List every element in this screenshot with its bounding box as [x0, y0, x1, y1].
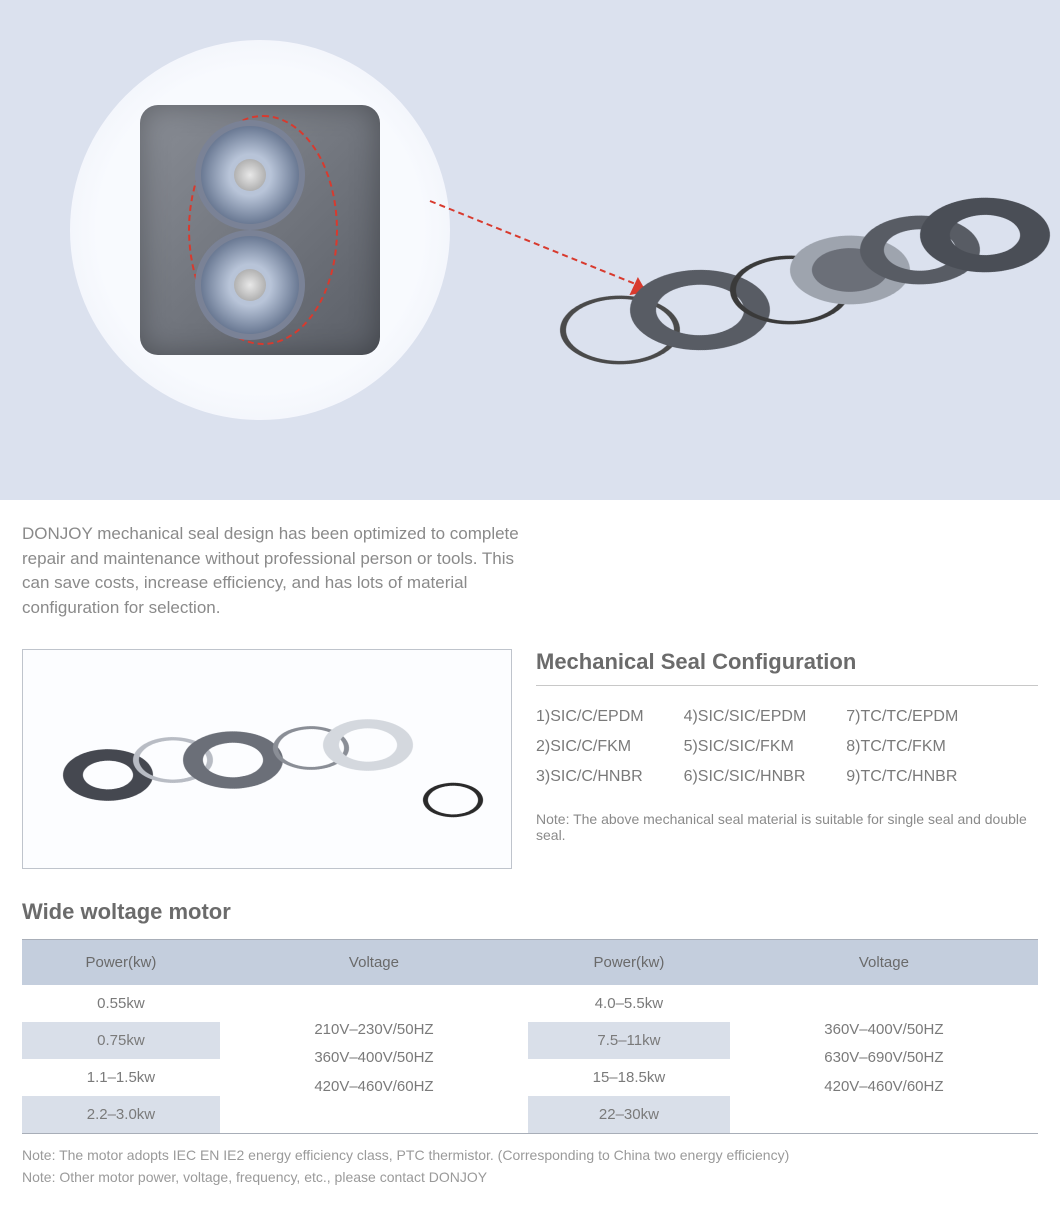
config-item: 3)SIC/C/HNBR	[536, 762, 644, 792]
config-title: Mechanical Seal Configuration	[536, 649, 1038, 686]
seal-parts-image	[22, 649, 512, 869]
col-header: Voltage	[730, 939, 1038, 985]
voltage-cell-left: 210V–230V/50HZ 360V–400V/50HZ 420V–460V/…	[220, 985, 528, 1134]
description-text: DONJOY mechanical seal design has been o…	[22, 522, 542, 621]
footer-notes: Note: The motor adopts IEC EN IE2 energy…	[22, 1144, 1038, 1189]
power-cell: 4.0–5.5kw	[528, 985, 730, 1022]
note-line: Note: Other motor power, voltage, freque…	[22, 1166, 1038, 1188]
power-cell: 22–30kw	[528, 1096, 730, 1134]
config-item: 9)TC/TC/HNBR	[846, 762, 958, 792]
pump-rotor-top	[195, 120, 305, 230]
note-line: Note: The motor adopts IEC EN IE2 energy…	[22, 1144, 1038, 1166]
config-item: 2)SIC/C/FKM	[536, 732, 644, 762]
power-cell: 2.2–3.0kw	[22, 1096, 220, 1134]
config-item: 6)SIC/SIC/HNBR	[684, 762, 807, 792]
col-header: Voltage	[220, 939, 528, 985]
pump-rotor-bottom	[195, 230, 305, 340]
power-cell: 0.75kw	[22, 1022, 220, 1059]
table-header-row: Power(kw) Voltage Power(kw) Voltage	[22, 939, 1038, 985]
config-col-3: 7)TC/TC/EPDM 8)TC/TC/FKM 9)TC/TC/HNBR	[846, 702, 958, 793]
content-section: DONJOY mechanical seal design has been o…	[0, 500, 1060, 1210]
motor-title: Wide woltage motor	[22, 899, 1038, 925]
power-cell: 0.55kw	[22, 985, 220, 1022]
power-cell: 15–18.5kw	[528, 1059, 730, 1096]
config-item: 7)TC/TC/EPDM	[846, 702, 958, 732]
pump-detail-circle	[70, 40, 450, 420]
config-row: Mechanical Seal Configuration 1)SIC/C/EP…	[22, 649, 1038, 869]
pump-body-illustration	[140, 105, 380, 355]
config-col-1: 1)SIC/C/EPDM 2)SIC/C/FKM 3)SIC/C/HNBR	[536, 702, 644, 793]
col-header: Power(kw)	[22, 939, 220, 985]
exploded-seal-rings	[560, 200, 1040, 400]
power-cell: 1.1–1.5kw	[22, 1059, 220, 1096]
config-text-block: Mechanical Seal Configuration 1)SIC/C/EP…	[536, 649, 1038, 869]
config-item: 5)SIC/SIC/FKM	[684, 732, 807, 762]
voltage-cell-right: 360V–400V/50HZ 630V–690V/50HZ 420V–460V/…	[730, 985, 1038, 1134]
config-col-2: 4)SIC/SIC/EPDM 5)SIC/SIC/FKM 6)SIC/SIC/H…	[684, 702, 807, 793]
col-header: Power(kw)	[528, 939, 730, 985]
config-item: 4)SIC/SIC/EPDM	[684, 702, 807, 732]
table-row: 0.55kw 210V–230V/50HZ 360V–400V/50HZ 420…	[22, 985, 1038, 1022]
power-cell: 7.5–11kw	[528, 1022, 730, 1059]
hero-section	[0, 0, 1060, 500]
motor-table: Power(kw) Voltage Power(kw) Voltage 0.55…	[22, 939, 1038, 1134]
config-note: Note: The above mechanical seal material…	[536, 811, 1038, 843]
config-item: 8)TC/TC/FKM	[846, 732, 958, 762]
config-lists: 1)SIC/C/EPDM 2)SIC/C/FKM 3)SIC/C/HNBR 4)…	[536, 702, 1038, 793]
config-item: 1)SIC/C/EPDM	[536, 702, 644, 732]
